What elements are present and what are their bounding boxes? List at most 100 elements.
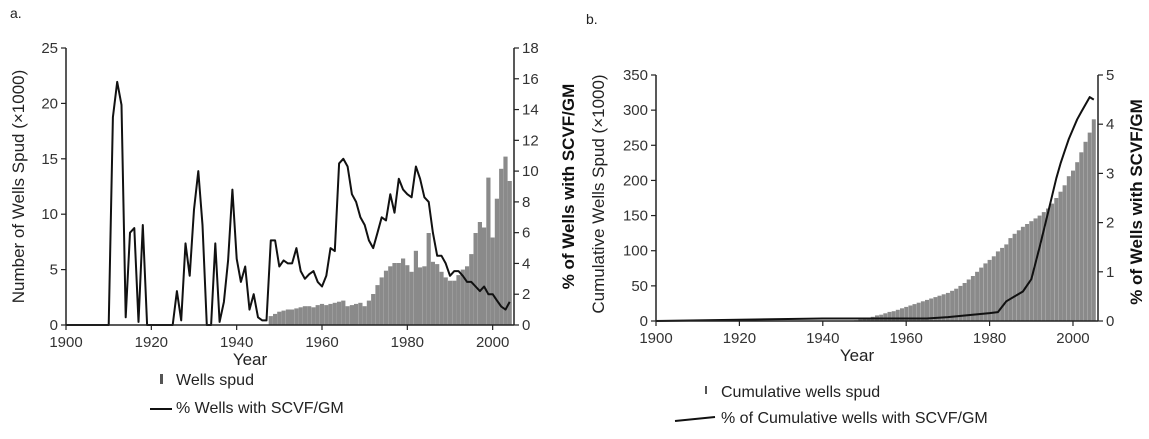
legend-label-bars: Cumulative wells spud [721, 384, 880, 401]
x-tick-label: 1960 [890, 330, 923, 347]
bar [962, 283, 967, 321]
bar [1025, 224, 1030, 321]
y-tick-label-left: 20 [41, 95, 58, 112]
x-tick-label: 1940 [806, 330, 839, 347]
bar [929, 298, 934, 321]
legend-label-line: % Wells with SCVF/GM [176, 400, 344, 417]
bar [486, 177, 491, 325]
legend-label-bars: Wells spud [176, 372, 254, 389]
panel-label: b. [586, 11, 598, 27]
bar [1004, 244, 1009, 321]
bar [371, 294, 376, 325]
bar [1062, 185, 1067, 321]
bar [379, 277, 384, 325]
bar [1083, 141, 1088, 321]
bar [345, 306, 350, 325]
x-tick-label: 1960 [305, 334, 338, 351]
y-tick-label-left: 200 [623, 172, 648, 189]
y-tick-label-left: 15 [41, 151, 58, 168]
bar [1016, 230, 1021, 321]
bar [933, 297, 938, 321]
x-tick-label: 1980 [391, 334, 424, 351]
legend-line-swatch [674, 416, 716, 422]
x-tick-label: 1980 [973, 330, 1006, 347]
y-tick-label-right: 18 [522, 40, 539, 57]
bar [507, 181, 512, 325]
bar [503, 156, 508, 325]
bar [916, 302, 921, 321]
bar [268, 316, 273, 325]
y-tick-label-right: 2 [522, 286, 530, 303]
y-tick-label-right: 6 [522, 225, 530, 242]
bar [995, 251, 1000, 321]
bar [341, 300, 346, 325]
bar [401, 258, 406, 325]
bar [1079, 152, 1084, 321]
y-tick-label-right: 14 [522, 102, 539, 119]
y-tick-label-right: 0 [522, 317, 530, 334]
bar [895, 309, 900, 321]
bar [970, 276, 975, 321]
bar [290, 309, 295, 325]
bar [1037, 215, 1042, 321]
panel-label: a. [10, 5, 22, 21]
bar [354, 303, 359, 325]
bar [482, 227, 487, 325]
bar [954, 288, 959, 321]
bar [435, 264, 440, 325]
bar [294, 308, 299, 325]
y-tick-label-left: 10 [41, 206, 58, 223]
bar [941, 294, 946, 321]
bar [465, 266, 470, 325]
bar [443, 277, 448, 325]
y-tick-label-left: 300 [623, 102, 648, 119]
y-tick-label-right: 5 [1106, 67, 1114, 84]
bar [904, 306, 909, 321]
bar [1000, 247, 1005, 321]
x-tick-label: 1900 [639, 330, 672, 347]
y-tick-label-right: 2 [1106, 215, 1114, 232]
x-tick-label: 1920 [135, 334, 168, 351]
bar [991, 256, 996, 321]
bar [1058, 191, 1063, 321]
y-tick-label-left: 150 [623, 208, 648, 225]
y-tick-label-left: 25 [41, 40, 58, 57]
bar [392, 263, 397, 325]
y-tick-label-right: 16 [522, 71, 539, 88]
bar [439, 271, 444, 325]
bar [1012, 233, 1017, 321]
bar [277, 311, 282, 325]
bar [285, 309, 290, 325]
bar [883, 313, 888, 321]
y-tick-label-right: 4 [1106, 116, 1114, 133]
bar [887, 311, 892, 321]
bar [375, 285, 380, 325]
x-tick-label: 1900 [49, 334, 82, 351]
bar [366, 300, 371, 325]
bar [499, 168, 504, 325]
bar [388, 266, 393, 325]
bar [447, 280, 453, 325]
bar [1075, 162, 1080, 321]
series-line [655, 96, 1095, 322]
y-axis-title-left: Cumulative Wells Spud (×1000) [589, 74, 608, 313]
bar [362, 306, 367, 325]
x-tick-label: 2000 [1056, 330, 1089, 347]
bar [983, 263, 988, 321]
bar [405, 265, 410, 325]
bar [1046, 208, 1050, 321]
bar [302, 306, 307, 325]
bar [1041, 212, 1046, 321]
bar [891, 311, 896, 321]
y-tick-label-left: 5 [50, 262, 58, 279]
bar [937, 295, 942, 321]
bar [925, 299, 929, 321]
bar [396, 263, 401, 325]
bar [908, 305, 913, 321]
bar [862, 318, 867, 321]
bar [950, 290, 955, 321]
bar [494, 198, 499, 325]
bar [958, 285, 963, 321]
x-tick-label: 1940 [220, 334, 253, 351]
bar [945, 292, 950, 321]
